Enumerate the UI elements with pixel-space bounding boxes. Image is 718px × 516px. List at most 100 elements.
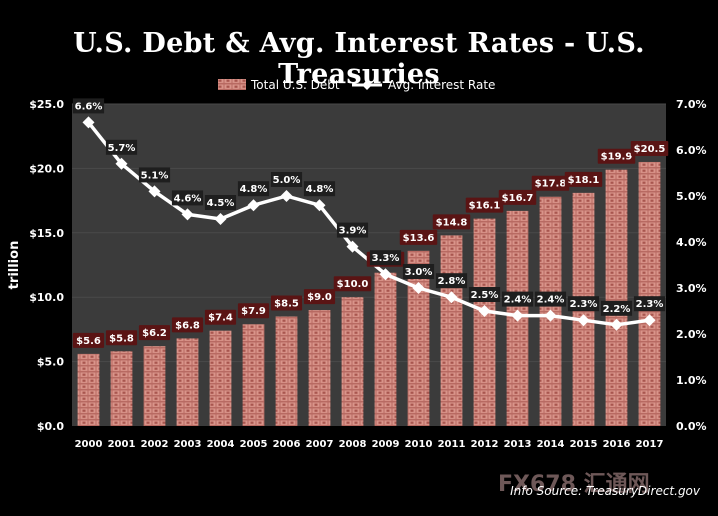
bar-label-bg — [465, 197, 504, 213]
rate-data-label: 2.4% — [537, 295, 565, 306]
y2-tick-label: 6.0% — [676, 144, 707, 157]
bar — [407, 250, 430, 426]
bar — [209, 330, 232, 426]
legend-swatch-debt — [218, 79, 246, 90]
bar — [143, 346, 166, 426]
bar-data-label: $9.0 — [307, 292, 332, 303]
rate-data-label: 2.3% — [636, 299, 664, 310]
x-tick-label: 2016 — [603, 439, 631, 450]
rate-marker — [247, 199, 260, 212]
bar — [638, 161, 661, 426]
rate-label-bg — [303, 181, 336, 197]
rate-label-bg — [237, 181, 270, 197]
x-tick-label: 2011 — [438, 439, 466, 450]
bar-data-label: $14.8 — [436, 217, 468, 228]
rate-data-label: 6.6% — [75, 101, 103, 112]
x-tick-label: 2010 — [405, 439, 433, 450]
x-tick-label: 2004 — [207, 439, 235, 450]
rate-data-label: 3.9% — [339, 226, 367, 237]
rate-label-bg — [633, 296, 666, 312]
rate-marker — [115, 157, 128, 170]
x-tick-label: 2008 — [339, 439, 367, 450]
y-tick-label: $0.0 — [37, 420, 64, 433]
rate-data-label: 3.3% — [372, 253, 400, 264]
x-tick-label: 2001 — [108, 439, 136, 450]
rate-data-label: 5.1% — [141, 170, 169, 181]
rate-label-bg — [468, 287, 501, 302]
rate-marker — [214, 213, 227, 225]
rate-label-bg — [402, 264, 435, 279]
source-note: Info Source: TreasuryDirect.gov — [510, 484, 700, 498]
rate-label-bg — [171, 190, 204, 206]
x-tick-label: 2003 — [174, 439, 202, 450]
rate-label-bg — [72, 98, 105, 114]
watermark: FX678 汇通网 — [498, 472, 650, 497]
rate-data-label: 4.8% — [240, 184, 268, 195]
legend-label-debt: Total U.S. Debt — [250, 78, 340, 92]
bar-label-bg — [597, 148, 636, 164]
y2-tick-label: 2.0% — [676, 328, 707, 341]
y-tick-label: $15.0 — [29, 227, 64, 240]
bar-label-bg — [498, 189, 537, 205]
bar-label-bg — [171, 317, 204, 333]
legend-label-rate: Avg. Interest Rate — [388, 78, 495, 92]
chart-title: U.S. Debt & Avg. Interest Rates - U.S. T… — [73, 28, 645, 90]
bar — [275, 316, 298, 426]
rate-marker — [643, 314, 656, 327]
rate-marker — [148, 185, 161, 198]
bar-data-label: $17.8 — [535, 179, 567, 190]
bar-data-label: $6.2 — [142, 328, 167, 339]
rate-marker — [511, 309, 524, 322]
rate-marker — [82, 116, 95, 129]
bar — [473, 218, 496, 426]
x-tick-label: 2012 — [471, 439, 499, 450]
x-tick-label: 2007 — [306, 439, 334, 450]
bar-label-bg — [72, 332, 105, 348]
rate-data-label: 3.0% — [405, 267, 433, 278]
x-tick-label: 2000 — [75, 439, 103, 450]
rate-marker — [181, 208, 194, 221]
bar — [242, 324, 265, 426]
bar — [176, 338, 199, 426]
rate-label-bg — [138, 167, 171, 183]
rate-marker — [610, 318, 623, 331]
bar-label-bg — [333, 276, 372, 292]
x-tick-label: 2009 — [372, 439, 400, 450]
bar-label-bg — [105, 330, 138, 346]
rate-marker — [280, 190, 293, 202]
x-tick-label: 2002 — [141, 439, 169, 450]
rate-marker — [544, 309, 557, 322]
y-tick-label: $25.0 — [29, 98, 64, 111]
rate-data-label: 2.3% — [570, 299, 598, 310]
bar — [110, 351, 133, 426]
rate-data-label: 4.5% — [207, 198, 235, 209]
y2-tick-label: 3.0% — [676, 282, 707, 295]
bar — [440, 235, 463, 426]
bar-data-label: $16.1 — [469, 201, 501, 212]
y2-tick-label: 4.0% — [676, 236, 707, 249]
y-tick-label: $10.0 — [29, 291, 64, 304]
rate-label-bg — [435, 273, 468, 289]
y2-tick-label: 7.0% — [676, 98, 707, 111]
rate-label-bg — [567, 296, 600, 312]
rate-label-bg — [270, 172, 303, 187]
bar-label-bg — [564, 171, 603, 187]
x-tick-label: 2014 — [537, 439, 565, 450]
rate-data-label: 5.0% — [273, 175, 301, 186]
rate-data-label: 5.7% — [108, 143, 136, 154]
bar-label-bg — [531, 175, 570, 191]
bar-data-label: $5.6 — [76, 336, 101, 347]
bar-data-label: $18.1 — [568, 175, 600, 186]
rate-data-label: 2.4% — [504, 295, 532, 306]
bar-label-bg — [270, 295, 303, 311]
rate-data-label: 4.6% — [174, 193, 202, 204]
x-tick-label: 2015 — [570, 439, 598, 450]
x-tick-label: 2005 — [240, 439, 268, 450]
rate-marker — [412, 282, 425, 294]
y2-tick-label: 5.0% — [676, 190, 707, 203]
bar-label-bg — [630, 140, 669, 156]
y-axis-label: trillion — [7, 241, 22, 290]
bar — [341, 297, 364, 426]
rate-marker — [346, 240, 359, 253]
x-tick-label: 2006 — [273, 439, 301, 450]
